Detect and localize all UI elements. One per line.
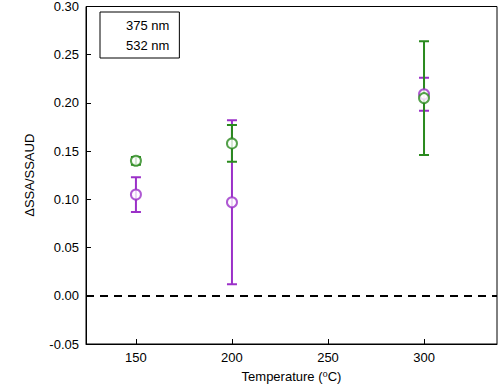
svg-text:-0.05: -0.05 bbox=[49, 337, 79, 352]
svg-text:250: 250 bbox=[317, 350, 339, 365]
svg-text:0.05: 0.05 bbox=[54, 240, 79, 255]
svg-text:ΔSSA/SSAUD: ΔSSA/SSAUD bbox=[22, 134, 37, 217]
svg-text:375 nm: 375 nm bbox=[126, 18, 169, 33]
svg-text:Temperature (⁰C): Temperature (⁰C) bbox=[242, 369, 342, 384]
svg-text:532 nm: 532 nm bbox=[126, 38, 169, 53]
svg-text:300: 300 bbox=[413, 350, 435, 365]
svg-text:0.25: 0.25 bbox=[54, 47, 79, 62]
svg-text:0.10: 0.10 bbox=[54, 192, 79, 207]
svg-text:200: 200 bbox=[221, 350, 243, 365]
svg-text:150: 150 bbox=[125, 350, 147, 365]
svg-text:0.00: 0.00 bbox=[54, 288, 79, 303]
svg-text:0.20: 0.20 bbox=[54, 95, 79, 110]
svg-text:0.30: 0.30 bbox=[54, 0, 79, 14]
svg-text:0.15: 0.15 bbox=[54, 144, 79, 159]
